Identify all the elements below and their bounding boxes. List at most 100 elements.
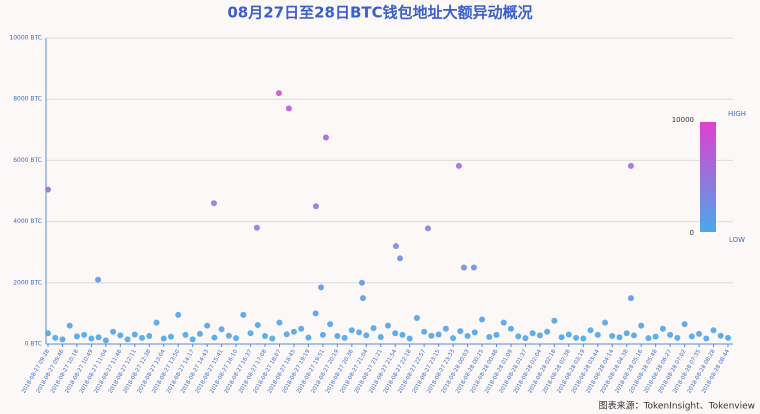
point [322,134,329,141]
point [160,335,167,342]
point [385,322,391,329]
point [312,203,319,210]
point [594,331,601,338]
point [421,328,428,335]
point [725,334,731,341]
visual-map-bar [700,122,716,232]
point [460,264,467,271]
point [348,327,355,334]
point [674,334,681,341]
point [638,322,645,329]
point [175,311,182,318]
point [609,333,616,340]
point [377,333,384,340]
visual-map-max: 10000 [672,116,694,124]
point [580,335,587,342]
visual-map-high: HIGH [728,110,746,118]
point [45,186,51,193]
point [210,200,217,207]
point [52,334,59,341]
y-tick-label: 8000 BTC [13,96,42,103]
point [544,328,551,335]
point [479,316,486,323]
point [59,336,66,343]
source: 图表来源：TokenInsight、Tokenview [599,400,755,412]
point [262,333,269,340]
point [285,105,292,112]
point [397,255,404,262]
point [124,336,131,343]
point [110,328,117,335]
point [95,276,102,283]
point [334,333,341,340]
y-tick-label: 2000 BTC [13,279,42,286]
point [211,334,218,341]
point [363,332,370,339]
point [428,332,435,339]
y-tick-label: 10000 BTC [9,35,42,42]
point [189,336,196,343]
point [319,331,326,338]
point [688,333,695,340]
point [522,335,529,342]
point [247,330,254,337]
point [102,337,109,344]
y-tick-label: 4000 BTC [13,218,42,225]
point [565,331,572,338]
point [233,335,240,342]
point [225,332,232,339]
point [493,331,500,338]
point [146,333,153,340]
point [276,319,283,326]
point [659,325,666,332]
point [627,162,634,169]
y-tick-label: 0 BTC [25,341,42,348]
point [298,325,305,332]
point [470,264,477,271]
point [358,279,365,286]
point [305,334,312,341]
point [602,319,609,326]
point [645,335,652,342]
point [630,332,637,339]
point [370,325,377,332]
point [457,328,464,335]
point [667,331,674,338]
point [182,331,189,338]
point [283,331,290,338]
point [486,333,493,340]
y-tick-label: 6000 BTC [13,157,42,164]
point [153,319,160,326]
point [710,327,717,334]
point [359,295,366,302]
point [240,311,247,318]
point [627,295,634,302]
point [254,322,261,329]
point [327,321,334,328]
point [696,330,703,337]
point [623,330,630,337]
point [312,310,319,317]
point [471,329,478,336]
point [88,335,95,342]
point [551,317,558,324]
point [45,330,51,337]
point [167,333,174,340]
point [275,90,282,97]
point [66,322,73,329]
point [413,314,420,321]
point [507,325,514,332]
point [204,322,211,329]
point [218,326,225,333]
point [253,224,260,231]
point [450,335,457,342]
point [455,162,462,169]
point [399,331,406,338]
x-tick-label: 2018-08-28 08:44 [701,348,731,394]
point [515,333,522,340]
point [196,330,203,337]
point [95,334,102,341]
chart-title: 08月27日至28日BTC钱包地址大额异动概况 [227,4,532,22]
